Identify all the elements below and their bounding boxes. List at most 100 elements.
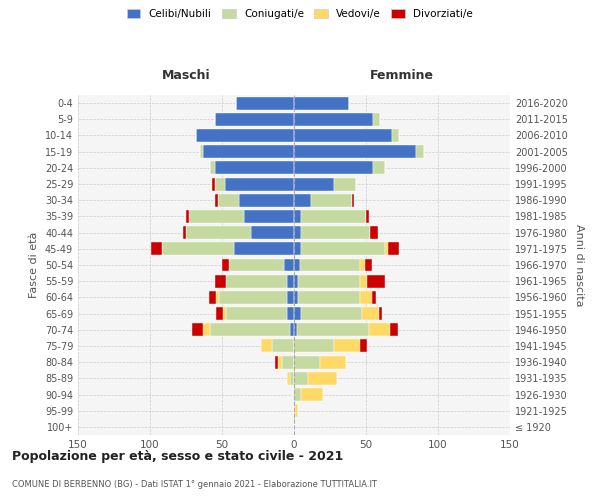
Y-axis label: Anni di nascita: Anni di nascita xyxy=(574,224,584,306)
Bar xyxy=(311,194,352,206)
Bar xyxy=(294,356,320,368)
Bar xyxy=(219,291,287,304)
Bar xyxy=(226,307,287,320)
Text: Femmine: Femmine xyxy=(370,69,434,82)
Bar xyxy=(209,291,216,304)
Bar xyxy=(294,324,297,336)
Bar xyxy=(218,194,239,206)
Bar xyxy=(360,274,367,287)
Bar xyxy=(301,226,370,239)
Bar xyxy=(301,388,323,401)
Y-axis label: Fasce di età: Fasce di età xyxy=(29,232,39,298)
Bar xyxy=(360,340,367,352)
Bar xyxy=(294,162,373,174)
Bar xyxy=(392,129,399,142)
Bar xyxy=(301,242,385,256)
Text: COMUNE DI BERBENNO (BG) - Dati ISTAT 1° gennaio 2021 - Elaborazione TUTTITALIA.I: COMUNE DI BERBENNO (BG) - Dati ISTAT 1° … xyxy=(12,480,377,489)
Bar xyxy=(151,242,161,256)
Bar xyxy=(225,178,294,190)
Bar xyxy=(192,324,203,336)
Bar xyxy=(366,210,369,223)
Bar xyxy=(186,210,189,223)
Bar xyxy=(290,324,294,336)
Bar xyxy=(297,324,369,336)
Bar xyxy=(334,340,360,352)
Bar xyxy=(275,356,278,368)
Bar xyxy=(215,194,218,206)
Bar xyxy=(287,372,290,385)
Bar xyxy=(295,404,298,417)
Bar xyxy=(294,404,295,417)
Bar xyxy=(186,226,251,239)
Bar xyxy=(251,226,294,239)
Bar xyxy=(287,307,294,320)
Bar xyxy=(239,194,294,206)
Bar xyxy=(379,307,382,320)
Bar xyxy=(294,145,416,158)
Bar xyxy=(294,258,300,272)
Bar xyxy=(365,258,372,272)
Bar xyxy=(215,178,225,190)
Bar xyxy=(215,274,226,287)
Bar xyxy=(362,307,379,320)
Bar xyxy=(287,291,294,304)
Bar xyxy=(200,145,203,158)
Bar xyxy=(211,162,215,174)
Bar xyxy=(388,242,399,256)
Bar xyxy=(294,291,298,304)
Bar xyxy=(301,307,362,320)
Bar xyxy=(373,162,385,174)
Bar xyxy=(294,388,301,401)
Bar xyxy=(233,242,294,256)
Bar xyxy=(216,307,223,320)
Bar xyxy=(287,274,294,287)
Bar xyxy=(211,324,290,336)
Bar xyxy=(278,356,283,368)
Bar xyxy=(290,372,294,385)
Bar xyxy=(293,388,294,401)
Bar xyxy=(196,129,294,142)
Bar xyxy=(189,210,244,223)
Bar xyxy=(294,194,311,206)
Text: Maschi: Maschi xyxy=(161,69,211,82)
Bar xyxy=(203,324,211,336)
Bar xyxy=(294,113,373,126)
Bar xyxy=(223,307,226,320)
Bar xyxy=(370,226,377,239)
Bar xyxy=(203,145,294,158)
Bar xyxy=(308,372,337,385)
Bar xyxy=(294,242,301,256)
Bar xyxy=(294,129,392,142)
Bar xyxy=(183,226,186,239)
Bar xyxy=(212,178,215,190)
Text: Popolazione per età, sesso e stato civile - 2021: Popolazione per età, sesso e stato civil… xyxy=(12,450,343,463)
Bar xyxy=(216,291,219,304)
Bar xyxy=(261,340,272,352)
Bar xyxy=(334,178,356,190)
Bar xyxy=(294,372,308,385)
Bar xyxy=(284,258,294,272)
Bar xyxy=(294,178,334,190)
Bar xyxy=(360,258,365,272)
Bar xyxy=(294,210,301,223)
Bar xyxy=(352,194,355,206)
Bar xyxy=(300,258,360,272)
Bar xyxy=(222,258,229,272)
Bar xyxy=(161,242,233,256)
Bar xyxy=(294,340,334,352)
Bar xyxy=(283,356,294,368)
Bar xyxy=(244,210,294,223)
Bar xyxy=(367,274,385,287)
Bar xyxy=(294,96,349,110)
Bar xyxy=(301,210,366,223)
Bar xyxy=(385,242,388,256)
Legend: Celibi/Nubili, Coniugati/e, Vedovi/e, Divorziati/e: Celibi/Nubili, Coniugati/e, Vedovi/e, Di… xyxy=(123,5,477,24)
Bar xyxy=(229,258,284,272)
Bar xyxy=(391,324,398,336)
Bar xyxy=(215,113,294,126)
Bar xyxy=(294,274,298,287)
Bar xyxy=(294,307,301,320)
Bar xyxy=(226,274,287,287)
Bar xyxy=(298,291,360,304)
Bar xyxy=(373,113,380,126)
